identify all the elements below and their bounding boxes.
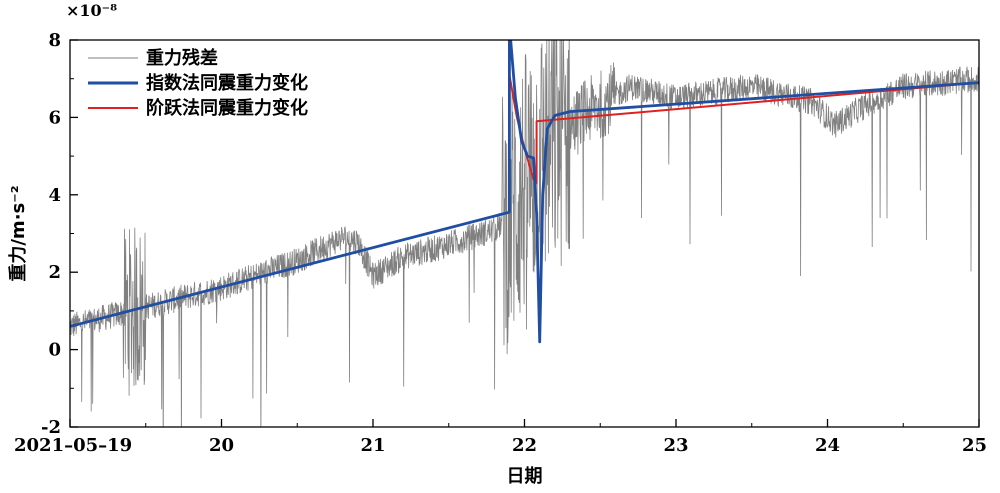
- series-line-residual: [70, 40, 979, 427]
- x-tick-label: 2021–05–19: [14, 435, 132, 456]
- y-tick-label: 2: [48, 262, 61, 283]
- y-tick-label: 8: [48, 30, 61, 51]
- x-tick-label: 24: [815, 435, 840, 456]
- residual-series-layer: [70, 40, 979, 427]
- x-tick-label: 25: [962, 435, 987, 456]
- series-line-exponential: [70, 40, 979, 344]
- legend-label: 指数法同震重力变化: [146, 72, 308, 94]
- y-tick-label: 6: [48, 107, 61, 128]
- y-exponent-label: ×10⁻⁸: [66, 1, 117, 20]
- x-tick-label: 21: [360, 435, 385, 456]
- y-tick-label: 0: [48, 340, 61, 361]
- x-tick-label: 20: [209, 435, 234, 456]
- x-axis-title: 日期: [507, 466, 543, 487]
- x-tick-label: 23: [663, 435, 688, 456]
- y-axis-title: 重力/m·s⁻²: [7, 185, 29, 281]
- y-tick-label: -2: [41, 417, 61, 438]
- y-tick-label: 4: [48, 185, 61, 206]
- x-tick-label: 22: [512, 435, 537, 456]
- legend-label: 重力残差: [146, 47, 218, 69]
- legend-label: 阶跃法同震重力变化: [146, 97, 308, 119]
- fit-series-layer: [70, 40, 979, 344]
